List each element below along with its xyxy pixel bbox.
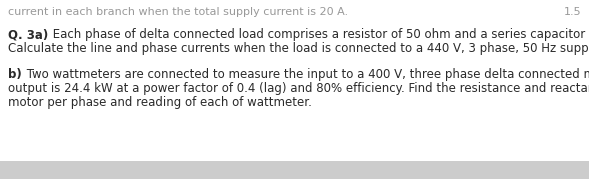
Text: 1.5: 1.5 [563,7,581,17]
Text: motor per phase and reading of each of wattmeter.: motor per phase and reading of each of w… [8,96,312,109]
Bar [0,161,589,179]
Text: Calculate the line and phase currents when the load is connected to a 440 V, 3 p: Calculate the line and phase currents wh… [8,42,589,55]
Text: output is 24.4 kW at a power factor of 0.4 (lag) and 80% efficiency. Find the re: output is 24.4 kW at a power factor of 0… [8,82,589,95]
Text: b): b) [8,68,22,81]
Text: Two wattmeters are connected to measure the input to a 400 V, three phase delta : Two wattmeters are connected to measure … [23,68,589,81]
Text: Each phase of delta connected load comprises a resistor of 50 ohm and a series c: Each phase of delta connected load compr… [49,28,589,41]
Text: Q. 3a): Q. 3a) [8,28,48,41]
Text: current in each branch when the total supply current is 20 A.: current in each branch when the total su… [8,7,348,17]
